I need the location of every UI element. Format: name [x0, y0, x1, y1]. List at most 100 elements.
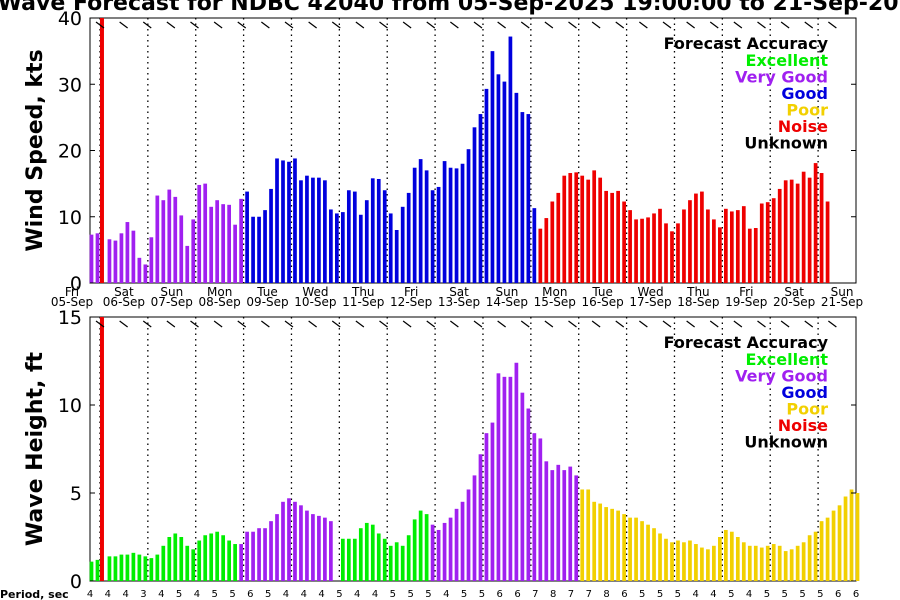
bar [418, 159, 423, 283]
bar [215, 200, 220, 283]
bar [484, 88, 489, 283]
bar [747, 545, 752, 581]
day-label: Fri [404, 285, 418, 299]
direction-arrow [284, 21, 294, 29]
bar [149, 558, 154, 581]
bar [131, 552, 136, 581]
direction-arrow [686, 21, 695, 29]
period-value: 4 [318, 589, 324, 600]
date-label: 06-Sep [103, 295, 145, 309]
bar [466, 489, 471, 581]
direction-arrow [308, 320, 317, 328]
bar [209, 206, 214, 283]
day-label: Wed [302, 285, 328, 299]
direction-arrow [780, 21, 790, 29]
bar [771, 544, 776, 581]
period-value: 4 [354, 589, 360, 600]
bar [143, 556, 148, 581]
direction-arrow [804, 21, 814, 29]
period-value: 5 [176, 589, 182, 600]
bar [568, 466, 573, 581]
period-value: 5 [461, 589, 467, 600]
period-value: 6 [853, 589, 859, 600]
bar [275, 158, 279, 283]
period-value: 4 [158, 589, 164, 600]
day-label: Wed [637, 285, 663, 299]
bar [496, 373, 501, 581]
bar [741, 206, 746, 283]
period-value: 5 [657, 589, 663, 600]
direction-arrow [709, 320, 719, 328]
bar [855, 493, 860, 581]
direction-arrow [166, 21, 176, 29]
bar [706, 549, 710, 581]
bar [107, 556, 112, 581]
bar [670, 542, 674, 581]
bar [819, 173, 824, 283]
bar [706, 209, 710, 283]
date-label: 05-Sep [51, 295, 93, 309]
direction-arrow [497, 21, 506, 29]
bar [352, 191, 357, 283]
bar [233, 544, 237, 581]
bar [532, 208, 537, 283]
direction-arrow [426, 21, 436, 29]
bar [658, 533, 662, 581]
bar [317, 177, 321, 283]
direction-arrow [520, 21, 530, 29]
bar [161, 200, 166, 283]
y-tick-label: 20 [58, 141, 82, 163]
bar [388, 213, 393, 283]
bar [203, 183, 208, 283]
period-value: 4 [87, 589, 93, 600]
bar [430, 524, 435, 581]
bar [538, 438, 543, 581]
direction-arrow [568, 21, 577, 29]
bar [652, 528, 656, 581]
period-value: 4 [194, 589, 200, 600]
bar [783, 180, 788, 283]
bar [520, 392, 525, 581]
period-value: 5 [479, 589, 485, 600]
bar [676, 540, 680, 581]
direction-arrow [355, 21, 365, 29]
period-value: 5 [229, 589, 235, 600]
day-label: Sat [784, 285, 804, 299]
period-value: 4 [301, 589, 307, 600]
direction-arrow [639, 21, 648, 29]
period-value: 3 [140, 589, 146, 600]
direction-arrow [213, 320, 223, 328]
direction-arrow [237, 21, 247, 29]
bar [215, 531, 220, 581]
bar [424, 514, 429, 581]
bar [281, 501, 285, 581]
direction-arrow [284, 320, 294, 328]
direction-arrow [662, 320, 672, 328]
bar [502, 81, 507, 283]
bar [173, 533, 178, 581]
day-label: Tue [591, 285, 613, 299]
bar [137, 257, 142, 283]
bar [251, 216, 255, 283]
bar [472, 475, 477, 581]
bar [586, 489, 591, 581]
period-value: 5 [425, 589, 431, 600]
bar [227, 540, 231, 581]
direction-arrow [615, 320, 625, 328]
bar [179, 215, 184, 283]
direction-arrow [119, 320, 128, 328]
now-marker [99, 18, 104, 283]
date-label: 21-Sep [821, 295, 863, 309]
bar [340, 212, 345, 283]
direction-arrow [757, 21, 766, 29]
direction-arrow [733, 21, 743, 29]
bar [723, 208, 728, 283]
bar [634, 517, 638, 581]
date-label: 07-Sep [151, 295, 193, 309]
bar [598, 503, 603, 581]
day-label: Sun [831, 285, 854, 299]
bar [323, 517, 327, 581]
direction-arrow [142, 320, 152, 328]
legend-title: Forecast Accuracy [664, 34, 829, 53]
direction-arrow [733, 320, 743, 328]
